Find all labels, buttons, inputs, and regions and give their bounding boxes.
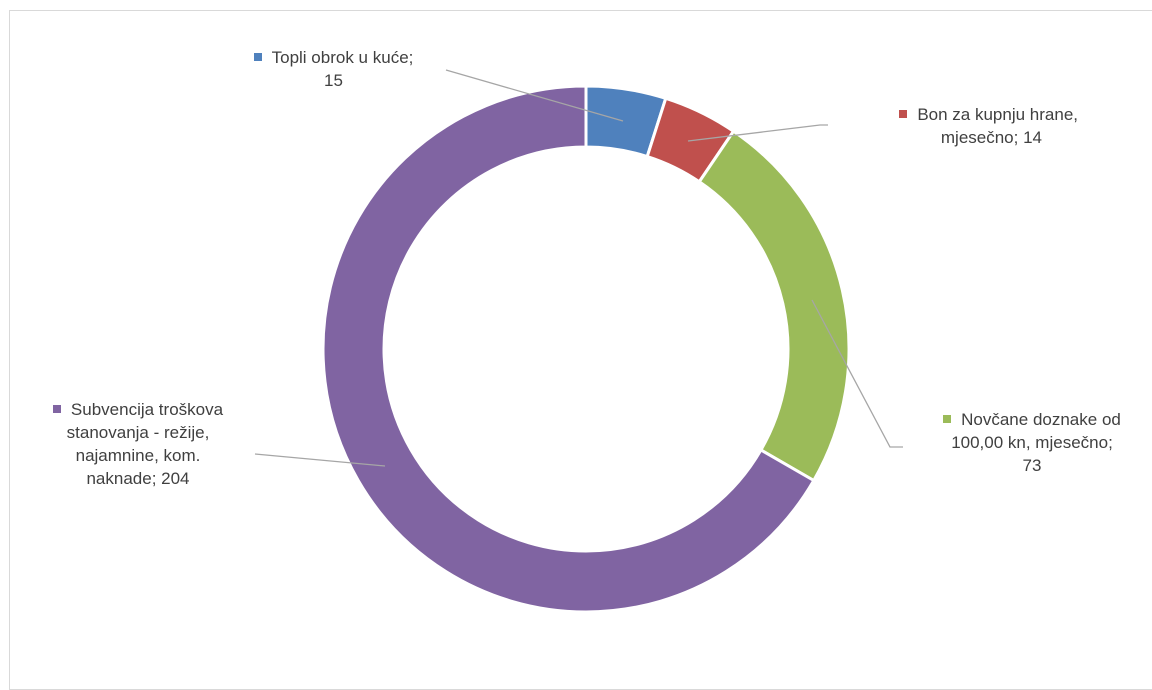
- data-label-subvencija: Subvencija troškova stanovanja - režije,…: [18, 398, 258, 490]
- leader-line-bon: [687, 124, 828, 142]
- label-novcane-line1: Novčane doznake od: [961, 410, 1121, 429]
- label-subvencija-line2: stanovanja - režije,: [66, 423, 210, 442]
- legend-marker-topli-obrok: [253, 53, 262, 61]
- leader-line-topli-obrok: [445, 69, 624, 122]
- leader-line-subvencija: [254, 453, 386, 467]
- label-bon-line1: Bon za kupnju hrane,: [917, 105, 1078, 124]
- legend-marker-subvencija: [52, 405, 61, 413]
- donut-slice-novcane: [697, 129, 851, 483]
- legend-marker-novcane: [943, 415, 952, 423]
- data-label-topli-obrok: Topli obrok u kuće; 15: [226, 46, 441, 92]
- label-subvencija-line3: najamnine, kom.: [75, 446, 201, 465]
- label-novcane-line2: 100,00 kn, mjesečno;: [951, 433, 1113, 452]
- legend-marker-bon: [899, 110, 908, 118]
- donut-slice-subvencija: [321, 84, 816, 614]
- data-label-bon: Bon za kupnju hrane, mjesečno; 14: [820, 103, 1078, 149]
- label-topli-obrok-line1: Topli obrok u kuće;: [271, 48, 414, 67]
- label-subvencija-line4: naknade; 204: [86, 469, 190, 488]
- label-novcane-line3: 73: [1022, 456, 1042, 475]
- label-topli-obrok-line2: 15: [324, 71, 343, 90]
- leader-line-novcane: [811, 299, 903, 448]
- label-subvencija-line1: Subvencija troškova: [70, 400, 224, 419]
- data-label-novcane: Novčane doznake od 100,00 kn, mjesečno; …: [916, 408, 1148, 477]
- label-bon-line2: mjesečno; 14: [940, 128, 1042, 147]
